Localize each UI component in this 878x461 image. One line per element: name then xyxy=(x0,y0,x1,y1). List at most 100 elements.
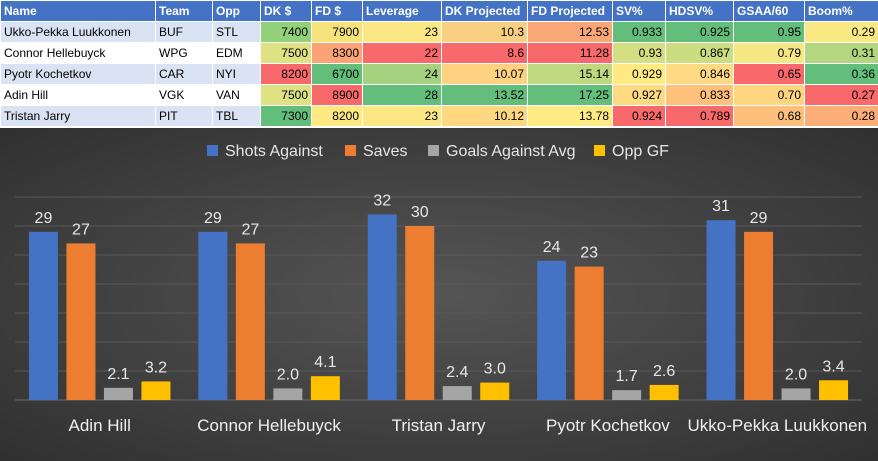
table-cell: VGK xyxy=(155,84,213,106)
table-cell: 0.79 xyxy=(733,42,805,64)
table-cell: 0.833 xyxy=(665,84,734,106)
table-cell: 8200 xyxy=(260,63,312,85)
table-cell: 10.12 xyxy=(441,105,528,127)
data-label: 2.1 xyxy=(107,366,129,383)
category-label: Pyotr Kochetkov xyxy=(546,416,670,435)
column-header[interactable]: FD $ xyxy=(311,0,363,22)
table-row: Tristan Jarry PIT TBL 7300 8200 23 10.12 13.78 0… xyxy=(0,105,878,127)
data-label: 2.0 xyxy=(277,366,299,383)
data-label: 31 xyxy=(712,198,730,215)
table-cell: STL xyxy=(212,21,261,43)
table-cell: 0.36 xyxy=(804,63,878,85)
column-header[interactable]: Boom% xyxy=(804,0,878,22)
column-header[interactable]: FD Projected xyxy=(527,0,613,22)
table-cell: 0.846 xyxy=(665,63,734,85)
table-cell: 17.25 xyxy=(527,84,613,106)
table-cell: 7500 xyxy=(260,42,312,64)
table-cell: 23 xyxy=(362,21,442,43)
table-cell: VAN xyxy=(212,84,261,106)
data-label: 24 xyxy=(543,239,561,256)
bar-opp-gf xyxy=(480,382,510,400)
column-header[interactable]: GSAA/60 xyxy=(733,0,805,22)
bar-shots-against xyxy=(367,214,397,400)
column-header[interactable]: HDSV% xyxy=(665,0,734,22)
table-cell: 22 xyxy=(362,42,442,64)
data-label: 2.0 xyxy=(785,366,807,383)
table-cell: PIT xyxy=(155,105,213,127)
table-cell: 0.925 xyxy=(665,21,734,43)
column-header[interactable]: Team xyxy=(155,0,213,22)
column-header[interactable]: SV% xyxy=(612,0,666,22)
column-header[interactable]: DK Projected xyxy=(441,0,528,22)
table-row: Adin Hill VGK VAN 7500 8900 28 13.52 17.25 0.927… xyxy=(0,84,878,106)
bar-saves xyxy=(744,231,774,400)
table-cell: NYI xyxy=(212,63,261,85)
data-label: 3.2 xyxy=(145,359,167,376)
table-cell: Tristan Jarry xyxy=(0,105,156,127)
table-cell: 0.65 xyxy=(733,63,805,85)
legend-swatch xyxy=(207,145,218,156)
table-cell: 7500 xyxy=(260,84,312,106)
table-cell: 6700 xyxy=(311,63,363,85)
data-label: 27 xyxy=(72,221,90,238)
category-label: Adin Hill xyxy=(69,416,131,435)
table-cell: 0.27 xyxy=(804,84,878,106)
bar-shots-against xyxy=(706,220,736,400)
bar-goals-against-avg xyxy=(612,390,642,400)
table-cell: 28 xyxy=(362,84,442,106)
data-label: 27 xyxy=(241,221,259,238)
legend-label: Shots Against xyxy=(225,143,323,160)
legend-swatch xyxy=(594,145,605,156)
table-cell: 8.6 xyxy=(441,42,528,64)
table-cell: 0.927 xyxy=(612,84,666,106)
table-cell: CAR xyxy=(155,63,213,85)
bar-saves xyxy=(66,243,96,400)
column-header[interactable]: Opp xyxy=(212,0,261,22)
category-label: Ukko-Pekka Luukkonen xyxy=(688,416,868,435)
data-label: 32 xyxy=(373,192,391,209)
column-header[interactable]: Name xyxy=(0,0,156,22)
table-cell: 0.867 xyxy=(665,42,734,64)
table-cell: 10.3 xyxy=(441,21,528,43)
table-cell: 8300 xyxy=(311,42,363,64)
category-label: Tristan Jarry xyxy=(392,416,486,435)
data-label: 29 xyxy=(750,210,768,227)
bar-opp-gf xyxy=(141,381,171,400)
table-cell: 24 xyxy=(362,63,442,85)
column-header[interactable]: Leverage xyxy=(362,0,442,22)
data-label: 3.4 xyxy=(822,358,844,375)
bar-saves xyxy=(235,243,265,400)
table-cell: 0.31 xyxy=(804,42,878,64)
data-label: 2.6 xyxy=(653,363,675,380)
bar-opp-gf xyxy=(649,384,679,400)
table-body: Ukko-Pekka Luukkonen BUF STL 7400 7900 23 10.3… xyxy=(0,21,878,127)
data-label: 29 xyxy=(204,210,222,227)
table-cell: 0.95 xyxy=(733,21,805,43)
data-label: 1.7 xyxy=(616,368,638,385)
table-cell: 0.924 xyxy=(612,105,666,127)
table-cell: 11.28 xyxy=(527,42,613,64)
column-header[interactable]: DK $ xyxy=(260,0,312,22)
table-cell: 0.789 xyxy=(665,105,734,127)
bar-goals-against-avg xyxy=(442,386,472,400)
legend-label: Opp GF xyxy=(612,143,669,160)
category-label: Connor Hellebuyck xyxy=(197,416,341,435)
table-cell: 13.78 xyxy=(527,105,613,127)
legend-label: Saves xyxy=(363,143,407,160)
data-label: 2.4 xyxy=(446,364,468,381)
bar-saves xyxy=(405,226,435,400)
table-cell: Adin Hill xyxy=(0,84,156,106)
table-cell: BUF xyxy=(155,21,213,43)
goalie-bar-chart: Shots Against Saves Goals Against Avg Opp G… xyxy=(0,128,878,461)
data-label: 4.1 xyxy=(314,354,336,371)
bar-goals-against-avg xyxy=(781,388,811,400)
table-cell: 12.53 xyxy=(527,21,613,43)
bar-opp-gf xyxy=(819,380,849,400)
bar-saves xyxy=(574,266,604,400)
table-row: Ukko-Pekka Luukkonen BUF STL 7400 7900 23 10.3… xyxy=(0,21,878,43)
table-cell: 23 xyxy=(362,105,442,127)
data-label: 29 xyxy=(35,210,53,227)
table-cell: 8200 xyxy=(311,105,363,127)
table-cell: 7400 xyxy=(260,21,312,43)
bar-opp-gf xyxy=(310,376,340,400)
